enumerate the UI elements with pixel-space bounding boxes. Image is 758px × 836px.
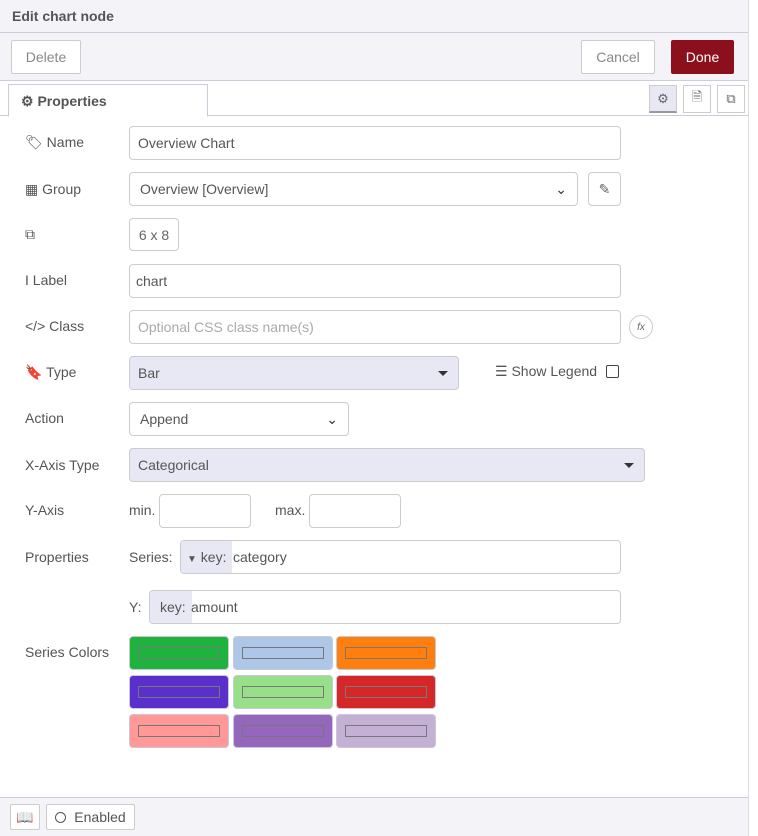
appearance-icon[interactable]: ⧉ — [717, 85, 745, 113]
size-button[interactable]: 6 x 8 — [129, 218, 179, 251]
tab-properties[interactable]: ⚙ Properties — [8, 84, 208, 117]
series-label: Series: — [129, 549, 173, 565]
edit-group-button[interactable]: ✎ — [588, 172, 621, 206]
chevron-down-icon: ⌄ — [326, 411, 338, 427]
min-label: min. — [129, 502, 156, 518]
type-select[interactable]: Bar — [129, 356, 459, 390]
series-color-swatch[interactable] — [336, 714, 436, 748]
series-color-swatch[interactable] — [129, 636, 229, 670]
class-label: </> Class — [25, 318, 85, 334]
caret-down-icon — [624, 463, 634, 468]
properties-label: Properties — [25, 549, 89, 565]
y-typed-input[interactable]: key: amount — [149, 590, 621, 624]
series-color-swatch[interactable] — [129, 714, 229, 748]
max-label: max. — [275, 502, 306, 518]
code-icon: </> — [25, 318, 46, 334]
y-label: Y: — [129, 599, 142, 615]
show-legend-checkbox[interactable] — [606, 365, 619, 378]
tag-icon: 🏷 — [25, 134, 43, 150]
size-icon: ⧉ — [25, 226, 35, 242]
show-legend-label: ☰ Show Legend — [495, 363, 598, 379]
min-input[interactable] — [159, 494, 251, 528]
series-color-swatch[interactable] — [232, 714, 333, 748]
description-icon[interactable]: 🗎 — [683, 85, 711, 113]
action-label: Action — [25, 410, 64, 426]
series-type-button[interactable]: ▼ key: — [181, 541, 233, 573]
name-label: 🏷 Name — [25, 134, 85, 150]
xaxis-label: X-Axis Type — [25, 457, 100, 473]
fx-icon[interactable]: fx — [629, 315, 653, 339]
book-icon[interactable]: 📖 — [10, 804, 40, 830]
label-label: I Label — [25, 272, 68, 288]
pencil-icon: ✎ — [598, 180, 611, 197]
dialog-title: Edit chart node — [0, 0, 748, 33]
series-color-swatch[interactable] — [129, 675, 229, 709]
cancel-button[interactable]: Cancel — [581, 40, 655, 74]
series-typed-input[interactable]: ▼ key: category — [180, 540, 621, 574]
circle-icon — [55, 811, 67, 823]
series-color-swatch[interactable] — [336, 675, 436, 709]
group-select[interactable]: Overview [Overview] ⌄ — [129, 172, 578, 206]
group-label: ▦ Group — [25, 181, 82, 197]
table-icon: ▦ — [25, 181, 39, 197]
done-button[interactable]: Done — [671, 40, 734, 74]
delete-button[interactable]: Delete — [11, 40, 81, 74]
series-color-swatch[interactable] — [336, 636, 436, 670]
bookmark-icon: 🔖 — [25, 364, 43, 380]
action-select[interactable]: Append ⌄ — [129, 402, 349, 436]
text-cursor-icon: I — [25, 272, 29, 288]
caret-down-icon — [438, 371, 448, 376]
caret-down-icon: ▼ — [187, 554, 197, 565]
list-icon: ☰ — [495, 363, 508, 379]
series-color-swatch[interactable] — [232, 636, 333, 670]
tab-bar: ⚙ Properties ⚙ 🗎 ⧉ — [0, 81, 748, 117]
enabled-toggle[interactable]: Enabled — [46, 804, 135, 830]
chevron-down-icon: ⌄ — [555, 181, 567, 197]
xaxis-select[interactable]: Categorical — [129, 448, 645, 482]
gear-icon: ⚙ — [21, 93, 34, 109]
class-input[interactable]: Optional CSS class name(s) — [129, 310, 621, 344]
scrollbar[interactable] — [748, 0, 758, 836]
yaxis-label: Y-Axis — [25, 502, 65, 518]
y-type-button[interactable]: key: — [150, 591, 192, 623]
series-colors-label: Series Colors — [25, 644, 110, 660]
max-input[interactable] — [309, 494, 401, 528]
label-input[interactable]: chart — [129, 264, 621, 298]
properties-gear-icon[interactable]: ⚙ — [649, 85, 677, 113]
footer: 📖 Enabled — [0, 797, 748, 836]
name-input[interactable]: Overview Chart — [129, 126, 621, 160]
type-label: 🔖 Type — [25, 364, 77, 380]
series-color-swatch[interactable] — [232, 675, 333, 709]
toolbar: Delete Cancel Done — [0, 33, 748, 81]
